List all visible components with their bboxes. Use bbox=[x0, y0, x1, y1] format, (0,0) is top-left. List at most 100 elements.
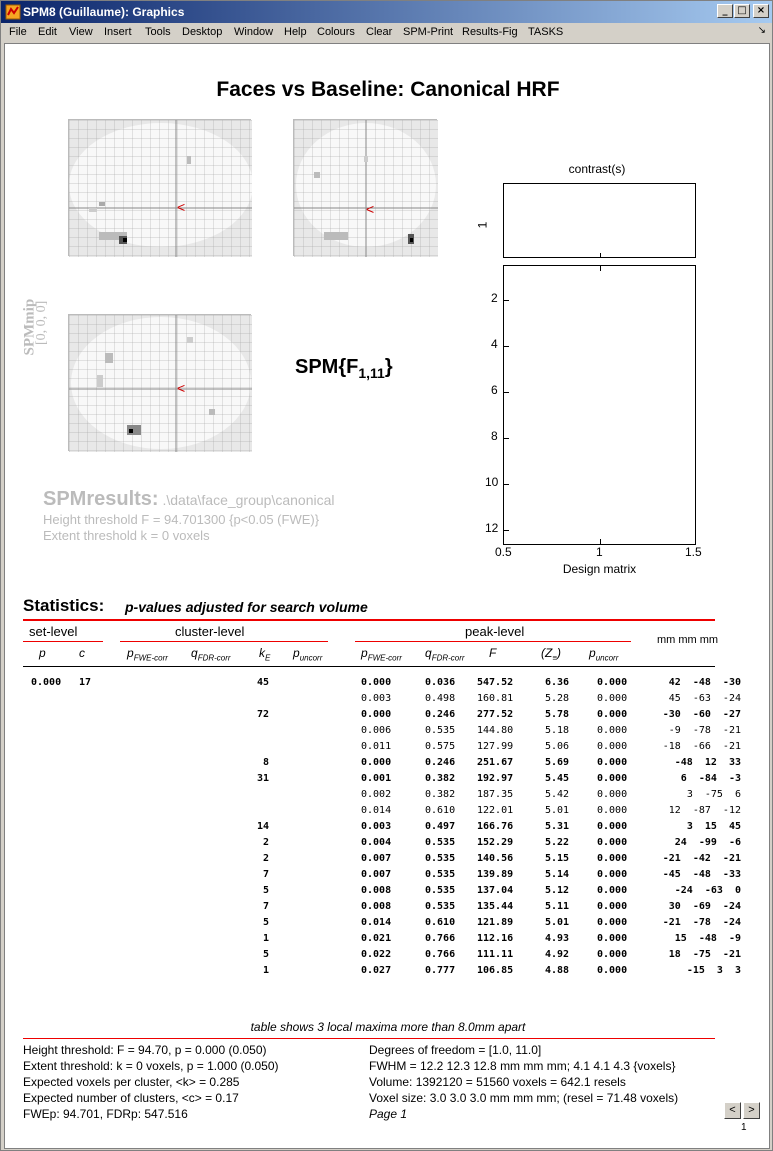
col-peak-pfwe: pFWE-corr bbox=[361, 646, 402, 663]
table-row[interactable]: 8 0.000 0.246 251.67 5.69 0.000 -48 12 33 bbox=[5, 757, 771, 773]
footer-left-1: Extent threshold: k = 0 voxels, p = 1.00… bbox=[23, 1059, 279, 1073]
table-row[interactable]: 0.000 17 45 0.000 0.036 547.52 6.36 0.000 42 -48… bbox=[5, 677, 771, 693]
menu-file[interactable]: File bbox=[9, 26, 27, 38]
svg-text:<: < bbox=[177, 199, 185, 215]
height-threshold-info: Height threshold F = 94.701300 {p<0.05 (… bbox=[43, 512, 320, 527]
cell-mm: 15 -48 -9 bbox=[674, 933, 741, 944]
col-peak-puncorr: puncorr bbox=[589, 646, 619, 663]
table-row[interactable]: 5 0.014 0.610 121.89 5.01 0.000 -21 -78 -24 bbox=[5, 917, 771, 933]
next-page-button[interactable]: > bbox=[743, 1102, 760, 1119]
cell-F: 152.29 bbox=[477, 837, 514, 848]
cell-k: 72 bbox=[256, 709, 269, 720]
mip-axial-view[interactable]: < bbox=[68, 314, 252, 452]
design-matrix-axes[interactable] bbox=[503, 265, 696, 545]
cell-pfwe: 0.003 bbox=[361, 821, 392, 832]
title-bar[interactable]: SPM8 (Guillaume): Graphics _ □ × bbox=[1, 1, 772, 23]
cell-q: 0.535 bbox=[425, 869, 456, 880]
menu-results-fig[interactable]: Results-Fig bbox=[462, 26, 518, 38]
cell-q: 0.610 bbox=[425, 805, 456, 816]
close-button[interactable]: × bbox=[753, 4, 769, 18]
footer-left-3: Expected number of clusters, <c> = 0.17 bbox=[23, 1091, 239, 1105]
set-level-p: 0.000 bbox=[31, 677, 62, 688]
cell-pu: 0.000 bbox=[597, 901, 628, 912]
table-row[interactable]: 5 0.008 0.535 137.04 5.12 0.000 -24 -63 0 bbox=[5, 885, 771, 901]
cell-q: 0.535 bbox=[425, 725, 456, 736]
table-row[interactable]: 0.003 0.498 160.81 5.28 0.000 45 -63 -24 bbox=[5, 693, 771, 709]
cell-mm: -9 -78 -21 bbox=[668, 725, 741, 736]
cell-pfwe: 0.007 bbox=[361, 853, 392, 864]
design-xtick-1: 1 bbox=[596, 545, 603, 559]
cell-pu: 0.000 bbox=[597, 789, 628, 800]
table-row[interactable]: 1 0.021 0.766 112.16 4.93 0.000 15 -48 -9 bbox=[5, 933, 771, 949]
cell-F: 192.97 bbox=[477, 773, 514, 784]
menu-view[interactable]: View bbox=[69, 26, 93, 38]
menu-colours[interactable]: Colours bbox=[317, 26, 355, 38]
cell-F: 166.76 bbox=[477, 821, 514, 832]
cell-mm: 45 -63 -24 bbox=[668, 693, 741, 704]
menu-help[interactable]: Help bbox=[284, 26, 307, 38]
cell-k: 7 bbox=[262, 869, 269, 880]
menu-desktop[interactable]: Desktop bbox=[182, 26, 223, 38]
table-row[interactable]: 5 0.022 0.766 111.11 4.92 0.000 18 -75 -21 bbox=[5, 949, 771, 965]
cell-Z: 5.15 bbox=[545, 853, 570, 864]
menu-window[interactable]: Window bbox=[234, 26, 274, 38]
table-row[interactable]: 1 0.027 0.777 106.85 4.88 0.000 -15 3 3 bbox=[5, 965, 771, 981]
cell-F: 111.11 bbox=[477, 949, 514, 960]
cell-pfwe: 0.000 bbox=[361, 757, 392, 768]
table-row[interactable]: 2 0.004 0.535 152.29 5.22 0.000 24 -99 -6 bbox=[5, 837, 771, 853]
menu-tools[interactable]: Tools bbox=[145, 26, 171, 38]
dock-icon[interactable]: ↘ bbox=[757, 25, 766, 36]
cell-mm: -24 -63 0 bbox=[674, 885, 741, 896]
contrast-title: contrast(s) bbox=[568, 162, 626, 176]
cell-mm: 6 -84 -3 bbox=[680, 773, 741, 784]
footer-left-2: Expected voxels per cluster, <k> = 0.285 bbox=[23, 1075, 240, 1089]
contrast-ytick: 1 bbox=[475, 221, 490, 229]
mip-sagittal-view[interactable]: < bbox=[68, 119, 252, 257]
mip-coronal-view[interactable]: < bbox=[293, 119, 438, 257]
table-row[interactable]: 31 0.001 0.382 192.97 5.45 0.000 6 -84 -3 bbox=[5, 773, 771, 789]
design-xtick-1-5: 1.5 bbox=[685, 545, 702, 559]
footer-page-label: Page 1 bbox=[369, 1107, 408, 1121]
cell-F: 144.80 bbox=[477, 725, 514, 736]
cell-mm: -21 -42 -21 bbox=[662, 853, 741, 864]
set-level-c: 17 bbox=[79, 677, 92, 688]
footer-left-0: Height threshold: F = 94.70, p = 0.000 (… bbox=[23, 1043, 267, 1057]
cell-F: 547.52 bbox=[477, 677, 514, 688]
table-row[interactable]: 0.002 0.382 187.35 5.42 0.000 3 -75 6 bbox=[5, 789, 771, 805]
table-row[interactable]: 0.006 0.535 144.80 5.18 0.000 -9 -78 -21 bbox=[5, 725, 771, 741]
cell-mm: -48 12 33 bbox=[674, 757, 741, 768]
design-ytick-6: 6 bbox=[491, 383, 498, 397]
table-row[interactable]: 2 0.007 0.535 140.56 5.15 0.000 -21 -42 -21 bbox=[5, 853, 771, 869]
footer-divider bbox=[23, 1038, 715, 1039]
cell-pu: 0.000 bbox=[597, 741, 628, 752]
footer-right-1: FWHM = 12.2 12.3 12.8 mm mm mm; 4.1 4.1 … bbox=[369, 1059, 676, 1073]
col-cluster-pfwe: pFWE-corr bbox=[127, 646, 168, 663]
menu-edit[interactable]: Edit bbox=[38, 26, 57, 38]
design-ytick-4: 4 bbox=[491, 337, 498, 351]
cell-pfwe: 0.001 bbox=[361, 773, 392, 784]
table-row[interactable]: 14 0.003 0.497 166.76 5.31 0.000 3 15 45 bbox=[5, 821, 771, 837]
menu-spm-print[interactable]: SPM-Print bbox=[403, 26, 454, 38]
maximize-button[interactable]: □ bbox=[734, 4, 750, 18]
table-row[interactable]: 0.014 0.610 122.01 5.01 0.000 12 -87 -12 bbox=[5, 805, 771, 821]
cell-Z: 5.42 bbox=[545, 789, 570, 800]
menu-tasks[interactable]: TASKS bbox=[528, 26, 564, 38]
menu-clear[interactable]: Clear bbox=[366, 26, 393, 38]
minimize-button[interactable]: _ bbox=[717, 4, 733, 18]
cluster-level-line bbox=[120, 641, 328, 642]
table-row[interactable]: 7 0.007 0.535 139.89 5.14 0.000 -45 -48 -33 bbox=[5, 869, 771, 885]
menu-insert[interactable]: Insert bbox=[104, 26, 132, 38]
cell-pu: 0.000 bbox=[597, 709, 628, 720]
window-title: SPM8 (Guillaume): Graphics bbox=[23, 5, 185, 19]
cell-pfwe: 0.007 bbox=[361, 869, 392, 880]
cell-pu: 0.000 bbox=[597, 853, 628, 864]
cell-Z: 5.78 bbox=[545, 709, 570, 720]
prev-page-button[interactable]: < bbox=[724, 1102, 741, 1119]
cell-q: 0.498 bbox=[425, 693, 456, 704]
col-peak-z: (Z≡) bbox=[541, 646, 561, 663]
cell-F: 135.44 bbox=[477, 901, 514, 912]
table-row[interactable]: 0.011 0.575 127.99 5.06 0.000 -18 -66 -21 bbox=[5, 741, 771, 757]
table-row[interactable]: 72 0.000 0.246 277.52 5.78 0.000 -30 -60 -27 bbox=[5, 709, 771, 725]
table-row[interactable]: 7 0.008 0.535 135.44 5.11 0.000 30 -69 -24 bbox=[5, 901, 771, 917]
contrast-axes[interactable] bbox=[503, 183, 696, 258]
